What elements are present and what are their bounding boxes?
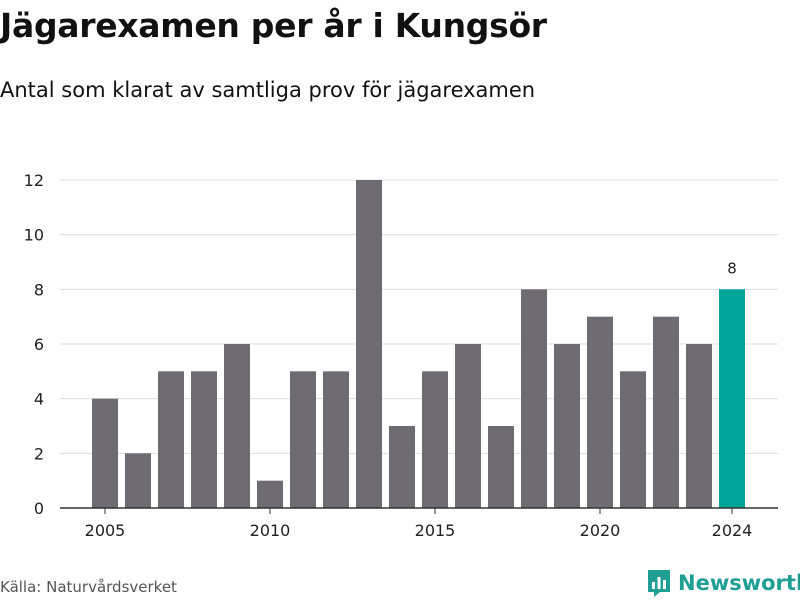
bar-2011 xyxy=(290,371,316,508)
bar-2018 xyxy=(521,289,547,508)
bar-2009 xyxy=(224,344,250,508)
bar-2014 xyxy=(389,426,415,508)
y-axis-ticks: 0 2 4 6 8 10 12 xyxy=(24,171,44,518)
newsworthy-icon xyxy=(648,570,670,597)
y-tick-label: 0 xyxy=(34,499,44,518)
bar-2007 xyxy=(158,371,184,508)
x-tick-label: 2010 xyxy=(250,521,291,540)
y-tick-label: 8 xyxy=(34,280,44,299)
x-tick-label: 2015 xyxy=(415,521,456,540)
chart-title: Jägarexamen per år i Kungsör xyxy=(0,6,547,45)
y-tick-label: 6 xyxy=(34,335,44,354)
brand-logo: Newsworthy xyxy=(646,568,800,598)
bar-2019 xyxy=(554,344,580,508)
chart-subtitle: Antal som klarat av samtliga prov för jä… xyxy=(0,78,536,102)
bars xyxy=(60,180,778,509)
y-tick-label: 10 xyxy=(24,226,44,245)
bar-2010 xyxy=(257,480,283,508)
y-tick-label: 12 xyxy=(24,171,44,190)
bar-2015 xyxy=(422,371,448,508)
bar-2022 xyxy=(653,316,679,508)
source-note: Källa: Naturvårdsverket xyxy=(0,578,177,596)
bar-2006 xyxy=(125,453,151,508)
bar-2012 xyxy=(323,371,349,508)
x-axis-ticks: 2005 2010 2015 2020 2024 xyxy=(85,508,753,540)
bar-2008 xyxy=(191,371,217,508)
data-label-2024: 8 xyxy=(727,259,737,277)
bar-2021 xyxy=(620,371,646,508)
y-tick-label: 4 xyxy=(34,390,44,409)
bar-2023 xyxy=(686,344,712,508)
x-tick-label: 2005 xyxy=(85,521,126,540)
bar-2013 xyxy=(356,180,382,508)
x-tick-label: 2024 xyxy=(712,521,753,540)
bar-2017 xyxy=(488,426,514,508)
y-tick-label: 2 xyxy=(34,444,44,463)
bar-2005 xyxy=(92,398,118,508)
x-tick-label: 2020 xyxy=(580,521,621,540)
bar-2024 xyxy=(719,289,745,508)
brand-name: Newsworthy xyxy=(678,571,800,595)
data-labels: 8 xyxy=(727,259,737,277)
bar-2020 xyxy=(587,316,613,508)
bar-2016 xyxy=(455,344,481,508)
